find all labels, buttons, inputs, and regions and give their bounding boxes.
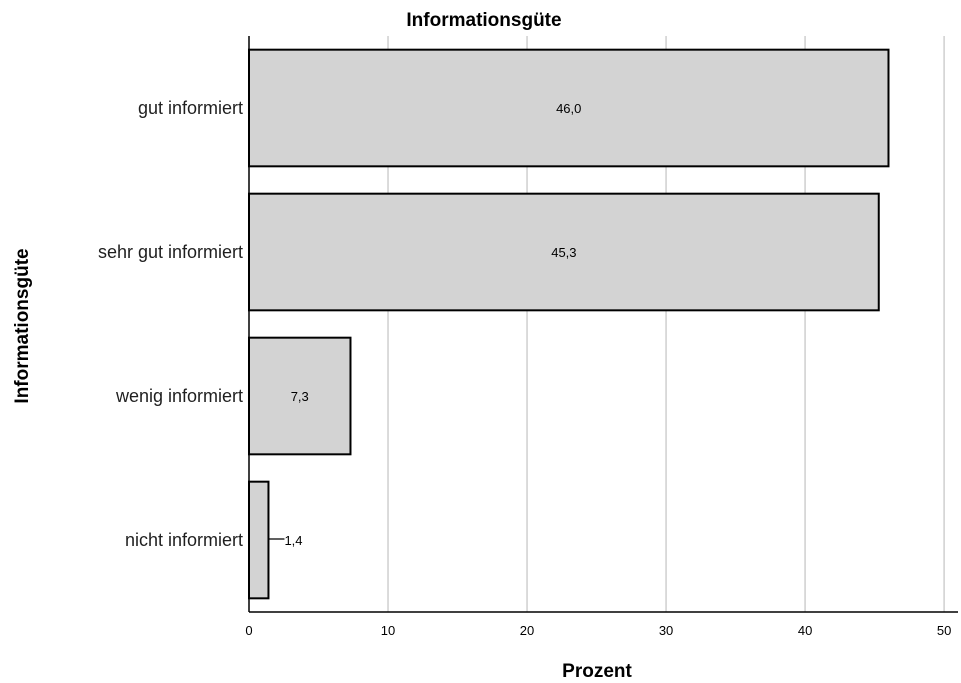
data-label: 7,3 — [291, 389, 309, 404]
data-label: 1,4 — [284, 533, 302, 548]
category-label: sehr gut informiert — [98, 242, 243, 262]
axes — [248, 36, 958, 613]
category-label: nicht informiert — [125, 530, 243, 550]
chart-title: Informationsgüte — [406, 10, 561, 31]
x-tick-label: 10 — [381, 623, 395, 638]
x-tick-label: 20 — [520, 623, 534, 638]
bar — [248, 48, 890, 168]
x-axis-title: Prozent — [562, 661, 632, 682]
x-tick-label: 40 — [798, 623, 812, 638]
x-tick-labels: 0 10 20 30 40 50 — [245, 623, 951, 638]
x-tick-label: 50 — [937, 623, 951, 638]
x-tick-label: 30 — [659, 623, 673, 638]
y-axis-title: Informationsgüte — [12, 248, 33, 403]
bars — [248, 48, 890, 600]
data-label: 46,0 — [556, 101, 581, 116]
category-label: gut informiert — [138, 98, 243, 118]
category-label: wenig informiert — [115, 386, 243, 406]
data-label: 45,3 — [551, 245, 576, 260]
bar — [248, 336, 352, 456]
category-labels: gut informiert sehr gut informiert wenig i… — [98, 98, 243, 550]
bar — [248, 480, 270, 600]
x-tick-label: 0 — [245, 623, 252, 638]
data-labels: 46,0 45,3 7,3 1,4 — [268, 101, 581, 548]
